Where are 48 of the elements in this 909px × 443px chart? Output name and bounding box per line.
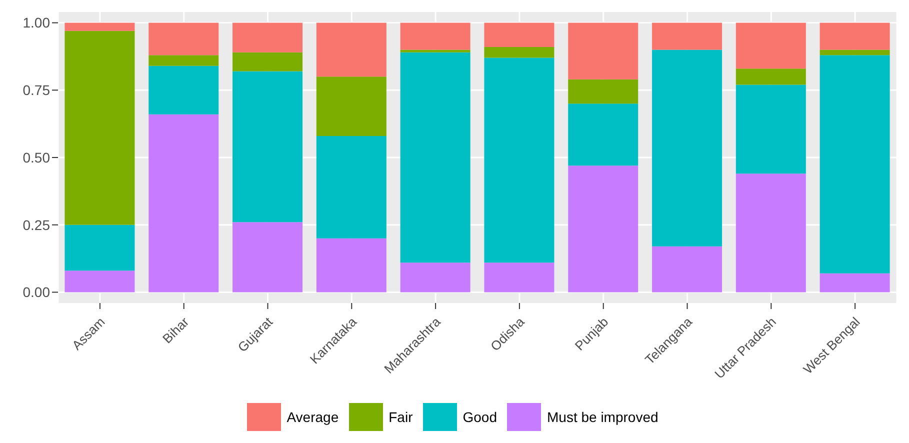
bar [400,50,470,52]
bar [736,174,806,292]
bar [316,22,386,77]
bar [652,246,722,292]
bar [232,52,303,72]
bar [232,222,303,292]
bar [64,30,135,225]
bar [568,166,638,292]
bar [64,22,135,31]
y-tick-label: 1.00 [22,14,50,31]
bar [820,55,890,274]
bar [232,22,303,52]
bar [148,66,219,114]
y-tick-label: 0.75 [22,82,50,98]
bar [64,224,135,271]
legend-label: Must be improved [547,409,658,425]
bar [64,270,135,292]
bar [736,22,806,69]
bar [316,136,386,238]
y-tick-label: 0.00 [22,284,50,300]
bar [400,22,470,50]
bar [820,22,890,50]
bar [484,58,554,263]
bar [568,79,638,104]
bar [400,262,470,292]
legend-label: Good [462,409,497,425]
bar [148,55,219,66]
bar [316,76,386,136]
bar [568,104,638,166]
bar [652,22,722,50]
bar [736,68,806,85]
bar [400,52,470,263]
y-tick-label: 0.25 [22,216,50,233]
legend-label: Average [286,409,339,425]
bar [484,262,554,292]
legend-label: Fair [388,409,413,425]
bar [484,47,554,58]
bar [484,22,554,48]
bar [820,50,890,56]
bar [148,114,219,292]
y-tick-label: 0.50 [22,149,50,166]
bar [820,273,890,292]
bar [316,238,386,292]
bar [148,22,219,56]
bar [652,50,722,246]
bar [736,84,806,174]
bar [568,22,638,80]
bar [232,71,303,222]
